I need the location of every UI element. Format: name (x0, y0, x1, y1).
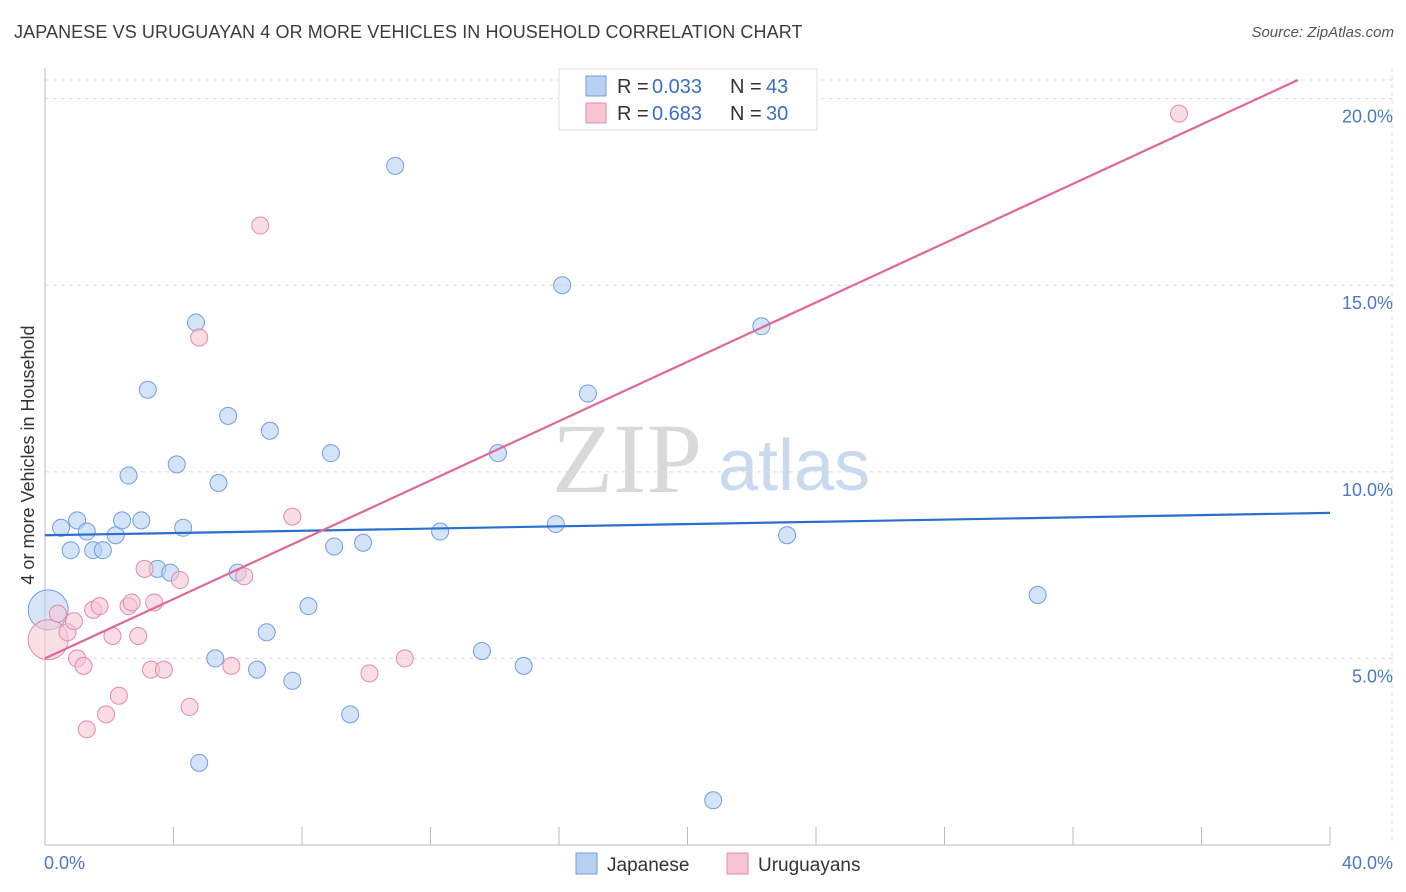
data-point-uruguayan (97, 705, 116, 724)
data-point-uruguayan (154, 660, 173, 679)
data-point-japanese (325, 537, 344, 556)
legend-r-value-japanese: 0.033 (652, 76, 702, 98)
data-point-japanese (52, 518, 71, 537)
x-tick-label-left: 0.0% (44, 853, 85, 873)
data-point-japanese (341, 705, 360, 724)
data-point-japanese (299, 597, 318, 616)
data-point-uruguayan (90, 597, 109, 616)
data-point-japanese (472, 641, 491, 660)
data-point-japanese (113, 511, 132, 530)
data-point-uruguayan (64, 612, 83, 631)
data-point-japanese (321, 444, 340, 463)
source-credit: Source: ZipAtlas.com (1251, 24, 1394, 41)
axis-layer: 5.0% 10.0% 15.0% 20.0% 0.0% 40.0% (44, 68, 1393, 873)
data-point-uruguayan (170, 571, 189, 590)
data-point-japanese (546, 515, 565, 534)
y-tick-label: 10.0% (1342, 480, 1393, 500)
points-layer (27, 104, 1189, 810)
data-point-japanese (219, 406, 238, 425)
legend-n-label-uruguayan: N = (730, 103, 762, 125)
data-point-uruguayan (77, 720, 96, 739)
trend-layer (44, 79, 1331, 660)
data-point-uruguayan (1170, 104, 1189, 123)
legend-r-value-uruguayan: 0.683 (652, 103, 702, 125)
data-point-uruguayan (180, 697, 199, 716)
data-point-uruguayan (122, 593, 141, 612)
data-point-japanese (248, 660, 267, 679)
data-point-uruguayan (360, 664, 379, 683)
legend-n-value-uruguayan: 30 (766, 103, 788, 125)
data-point-uruguayan (395, 649, 414, 668)
data-point-japanese (431, 522, 450, 541)
legend-r-label-uruguayan: R = (617, 103, 649, 125)
data-point-japanese (186, 313, 205, 332)
legend-swatch-japanese (585, 75, 607, 97)
watermark-atlas: atlas (718, 426, 870, 506)
watermark-zip: ZIP (552, 403, 702, 514)
trend-line-japanese (44, 511, 1331, 537)
y-axis-title: 4 or more Vehicles in Household (18, 325, 38, 584)
legend-n-value-japanese: 43 (766, 76, 788, 98)
data-point-japanese (257, 623, 276, 642)
data-point-japanese (553, 276, 572, 295)
data-point-japanese (386, 156, 405, 175)
data-point-uruguayan (48, 604, 67, 623)
data-point-japanese (578, 384, 597, 403)
watermark: ZIP atlas (552, 403, 870, 514)
bottom-legend-swatch-japanese (575, 852, 598, 875)
data-point-japanese (167, 455, 186, 474)
y-tick-label: 5.0% (1352, 666, 1393, 686)
legend-n-label-japanese: N = (730, 76, 762, 98)
data-point-uruguayan (129, 627, 148, 646)
data-point-uruguayan (251, 216, 270, 235)
stats-legend: R = 0.033 N = 43 R = 0.683 N = 30 (558, 68, 818, 131)
data-point-japanese (354, 533, 373, 552)
data-point-japanese (260, 421, 279, 440)
data-point-japanese (119, 466, 138, 485)
data-point-uruguayan (235, 567, 254, 586)
data-point-japanese (704, 791, 723, 810)
data-point-japanese (93, 541, 112, 560)
data-point-uruguayan (74, 656, 93, 675)
data-point-japanese (77, 522, 96, 541)
data-point-uruguayan (190, 328, 209, 347)
legend-swatch-uruguayan (585, 102, 607, 124)
data-point-uruguayan (135, 559, 154, 578)
data-point-japanese (138, 380, 157, 399)
data-point-japanese (132, 511, 151, 530)
data-point-japanese (209, 474, 228, 493)
x-tick-label-right: 40.0% (1342, 853, 1393, 873)
data-point-japanese (514, 656, 533, 675)
data-point-japanese (283, 671, 302, 690)
bottom-legend-swatch-uruguayans (726, 852, 749, 875)
data-point-japanese (61, 541, 80, 560)
y-tick-label: 20.0% (1342, 107, 1393, 127)
legend-r-label-japanese: R = (617, 76, 649, 98)
data-point-uruguayan (283, 507, 302, 526)
series-legend: Japanese Uruguayans (575, 852, 860, 876)
data-point-japanese (752, 317, 771, 336)
data-point-japanese (206, 649, 225, 668)
data-point-japanese (778, 526, 797, 545)
chart-title: JAPANESE VS URUGUAYAN 4 OR MORE VEHICLES… (14, 22, 803, 42)
data-point-japanese (190, 753, 209, 772)
data-point-uruguayan (222, 656, 241, 675)
data-point-japanese (1028, 585, 1047, 604)
bottom-legend-japanese: Japanese (607, 855, 689, 876)
y-tick-label: 15.0% (1342, 293, 1393, 313)
data-point-uruguayan (109, 686, 128, 705)
bottom-legend-uruguayans: Uruguayans (758, 855, 860, 876)
trend-line-uruguayan (44, 79, 1299, 660)
